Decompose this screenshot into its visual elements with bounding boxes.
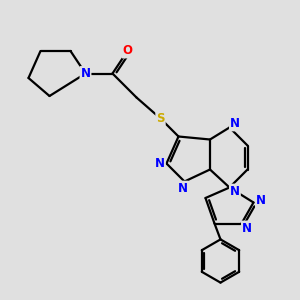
Text: N: N — [80, 67, 91, 80]
Text: O: O — [122, 44, 133, 58]
Text: N: N — [230, 184, 240, 198]
Text: N: N — [178, 182, 188, 195]
Text: N: N — [155, 157, 165, 170]
Text: N: N — [242, 221, 252, 235]
Text: N: N — [256, 194, 266, 208]
Text: N: N — [230, 117, 240, 130]
Text: S: S — [156, 112, 165, 125]
